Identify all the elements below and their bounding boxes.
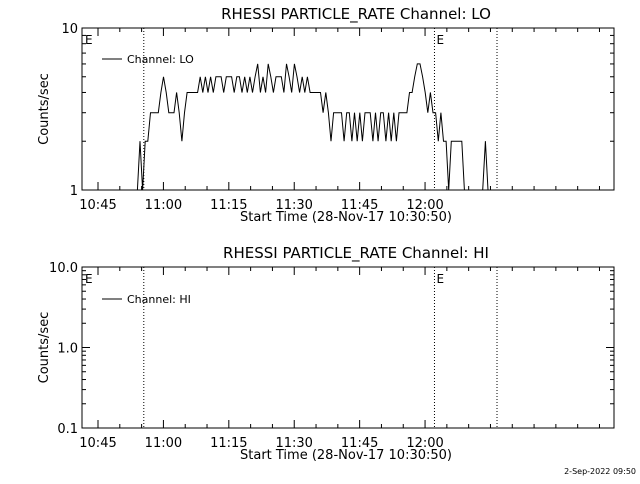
legend-entry: Channel: LO: [127, 53, 194, 66]
plot-frame: [81, 27, 615, 191]
x-tick-label: 11:00: [145, 198, 182, 213]
y-tick-label: 10.0: [49, 261, 78, 276]
x-tick-label: 10:45: [79, 198, 116, 213]
x-tick-label: 10:45: [79, 436, 116, 451]
x-tick-label: 12:00: [406, 198, 443, 213]
chart-panel-hi: RHESSI PARTICLE_RATE Channel: HI 10:45 11:…: [37, 244, 615, 463]
footer-timestamp: 2-Sep-2022 09:50: [564, 467, 636, 476]
y-tick-label: 1: [70, 184, 78, 199]
event-marker-label: E: [85, 272, 93, 286]
x-axis-label: Start Time (28-Nov-17 10:30:50): [240, 448, 452, 463]
y-axis-label: Counts/sec: [37, 312, 52, 384]
x-tick-label: 11:30: [275, 198, 312, 213]
event-marker-label: E: [85, 33, 93, 47]
legend-entry: Channel: HI: [127, 293, 191, 306]
y-tick-label: 1.0: [57, 342, 78, 357]
x-tick-label: 11:15: [210, 198, 247, 213]
plot-frame: [81, 266, 615, 429]
y-axis-label: Counts/sec: [37, 73, 52, 145]
chart-title: RHESSI PARTICLE_RATE Channel: LO: [221, 5, 491, 24]
x-tick-label: 11:45: [341, 198, 378, 213]
event-marker-label: E: [436, 33, 444, 47]
y-tick-label: 10: [61, 22, 78, 37]
y-tick-label: 0.1: [57, 422, 78, 437]
x-tick-label: 11:30: [275, 436, 312, 451]
event-marker-label: E: [436, 272, 444, 286]
x-tick-label: 12:00: [406, 436, 443, 451]
x-tick-label: 11:00: [145, 436, 182, 451]
chart-panel-lo: RHESSI PARTICLE_RATE Channel: LO 10:45 11:…: [37, 5, 615, 225]
x-tick-label: 11:45: [341, 436, 378, 451]
x-axis-label: Start Time (28-Nov-17 10:30:50): [240, 210, 452, 225]
series-line-0: [136, 63, 489, 191]
x-tick-label: 11:15: [210, 436, 247, 451]
chart-title: RHESSI PARTICLE_RATE Channel: HI: [223, 244, 489, 263]
